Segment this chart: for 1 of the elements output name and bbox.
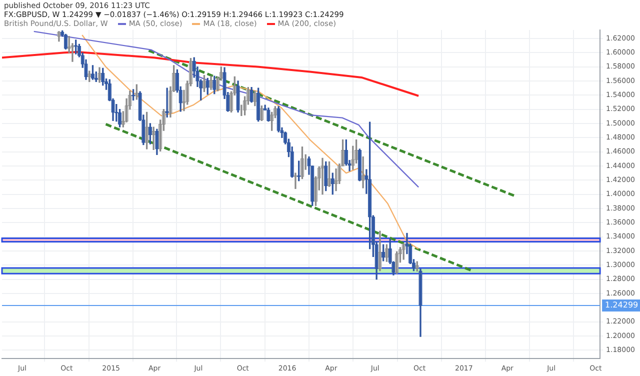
ref-line-label: 1.24299 [605,300,638,310]
